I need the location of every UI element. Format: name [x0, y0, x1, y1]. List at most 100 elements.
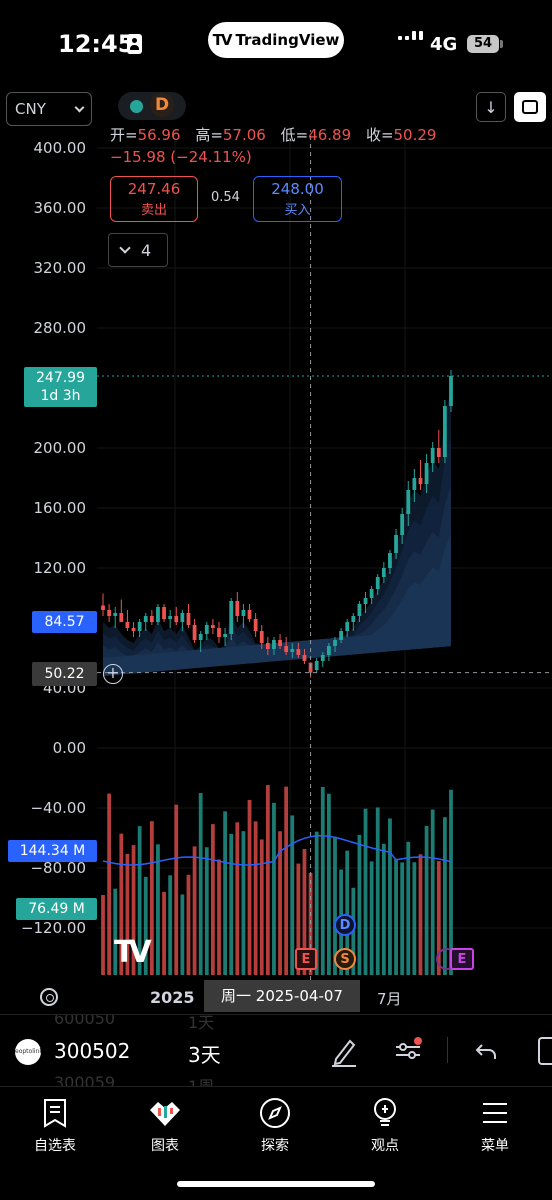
buy-button[interactable]: 248.00 买入 [253, 176, 342, 222]
volume-bar [125, 853, 130, 975]
volume-bar [198, 793, 203, 975]
tab-label: 自选表 [34, 1138, 76, 1154]
volume-bar [149, 821, 154, 975]
price-chart[interactable]: 400.00 360.00 320.00 280.00 200.00 160.00 120.… [0, 130, 552, 980]
sell-button[interactable]: 247.46 卖出 [110, 176, 198, 222]
candle-body [101, 605, 105, 610]
volume-bar [101, 895, 105, 975]
candle-body [247, 610, 252, 619]
ideas-icon [374, 1098, 396, 1126]
volume-bar [430, 809, 435, 975]
candle-body [168, 616, 173, 619]
volume-bar [388, 818, 392, 975]
tab-label: 探索 [261, 1138, 289, 1154]
volume-bar [443, 817, 447, 975]
volume-bar [259, 839, 264, 975]
volume-bar [174, 804, 179, 975]
candle-body [436, 448, 441, 457]
signal-icon [398, 31, 423, 40]
battery-tip [500, 40, 503, 48]
spread-value: 0.54 [211, 190, 240, 205]
sell-price: 247.46 [127, 180, 181, 198]
volume-bar [119, 833, 124, 975]
volume-bar [192, 846, 197, 975]
volume-bar [381, 843, 386, 975]
price-axis-tick-label: 0.00 [53, 739, 86, 757]
volume-bar [168, 875, 173, 975]
price-axis-tick-label: 200.00 [34, 439, 87, 457]
volume-bar [357, 834, 362, 975]
candle-body [149, 616, 154, 622]
candle-body [302, 655, 307, 661]
candle-body [430, 448, 435, 463]
drawing-tools-icon[interactable] [330, 1035, 358, 1067]
price-change: −15.98 (−24.11%) [110, 148, 252, 166]
person-badge-icon [127, 34, 142, 54]
compass-icon [260, 1098, 290, 1128]
ohlc-legend: 开=56.96 高=57.06 低=46.89 收=50.29 [110, 124, 446, 145]
currency-label: CNY [15, 100, 46, 118]
candle-body [119, 613, 124, 622]
volume-bar [156, 844, 160, 975]
candle-body [351, 616, 356, 622]
chart-icon [150, 1102, 180, 1126]
volume-tag: 76.49 M [16, 898, 97, 920]
volume-bar [229, 833, 234, 975]
symbol-button[interactable]: 300502 [54, 1039, 131, 1063]
tab-ideas[interactable]: 观点 [340, 1095, 430, 1155]
status-bar: 12:45 TV TradingView 4G 54 [0, 0, 552, 88]
volume-bar [418, 854, 423, 975]
tab-chart[interactable]: 图表 [120, 1095, 210, 1155]
tab-label: 观点 [371, 1138, 399, 1154]
price-axis-tick-label: −80.00 [30, 859, 86, 877]
time-axis[interactable]: 2025 周一 2025-04-07 7月 [0, 980, 552, 1014]
candle-body [345, 622, 350, 631]
volume-bar [320, 787, 325, 975]
indicators-toggle[interactable]: 4 [108, 233, 168, 267]
prev-interval-ghost: 1天 [188, 1014, 215, 1032]
tab-explore[interactable]: 探索 [230, 1095, 320, 1155]
close-label: 收= [365, 126, 394, 144]
earnings-event-icon[interactable]: E [295, 948, 317, 970]
candle-body [284, 646, 289, 652]
split-event-icon[interactable]: S [334, 948, 356, 970]
undo-icon[interactable] [474, 1039, 498, 1063]
chart-settings-icon[interactable] [40, 988, 58, 1006]
interval-badge: D [150, 93, 174, 117]
high-label: 高= [195, 126, 223, 144]
candle-body [180, 613, 185, 622]
candle-body [381, 568, 386, 577]
interval-button[interactable]: 3天 [188, 1043, 221, 1067]
dividend-event-icon[interactable]: D [334, 914, 356, 936]
sell-label: 卖出 [140, 203, 167, 218]
tradingview-logo-icon: TV [212, 31, 233, 49]
price-band-area [103, 436, 451, 676]
volume-ma-line [102, 834, 452, 866]
tab-watchlist[interactable]: 自选表 [10, 1095, 100, 1155]
candle-body [412, 478, 417, 490]
volume-bar [369, 861, 374, 975]
earnings-upcoming-event-icon[interactable]: E [450, 948, 474, 970]
candle-body [113, 613, 118, 616]
candle-body [265, 643, 270, 649]
volume-bar [265, 785, 270, 975]
battery-icon: 54 [467, 35, 499, 53]
scroll-to-realtime-button[interactable]: ↓ [476, 92, 506, 122]
indicators-settings-icon[interactable] [394, 1039, 422, 1063]
app-pill[interactable]: TV TradingView [208, 22, 344, 58]
candle-body [375, 577, 380, 589]
candle-body [229, 601, 234, 634]
candle-body [192, 625, 197, 640]
close-value: 50.29 [393, 126, 437, 144]
volume-bar [302, 849, 307, 975]
candle-body [339, 631, 343, 640]
tab-menu[interactable]: 菜单 [450, 1095, 540, 1155]
currency-select[interactable]: CNY [6, 92, 92, 126]
add-alert-plus-icon[interactable]: + [103, 664, 123, 684]
last-price-value: 247.99 [36, 370, 85, 386]
more-tools-icon[interactable] [538, 1037, 552, 1065]
volume-bar [424, 825, 429, 975]
fullscreen-button[interactable] [514, 92, 546, 122]
tab-label: 图表 [151, 1138, 179, 1154]
candle-body [290, 649, 295, 652]
